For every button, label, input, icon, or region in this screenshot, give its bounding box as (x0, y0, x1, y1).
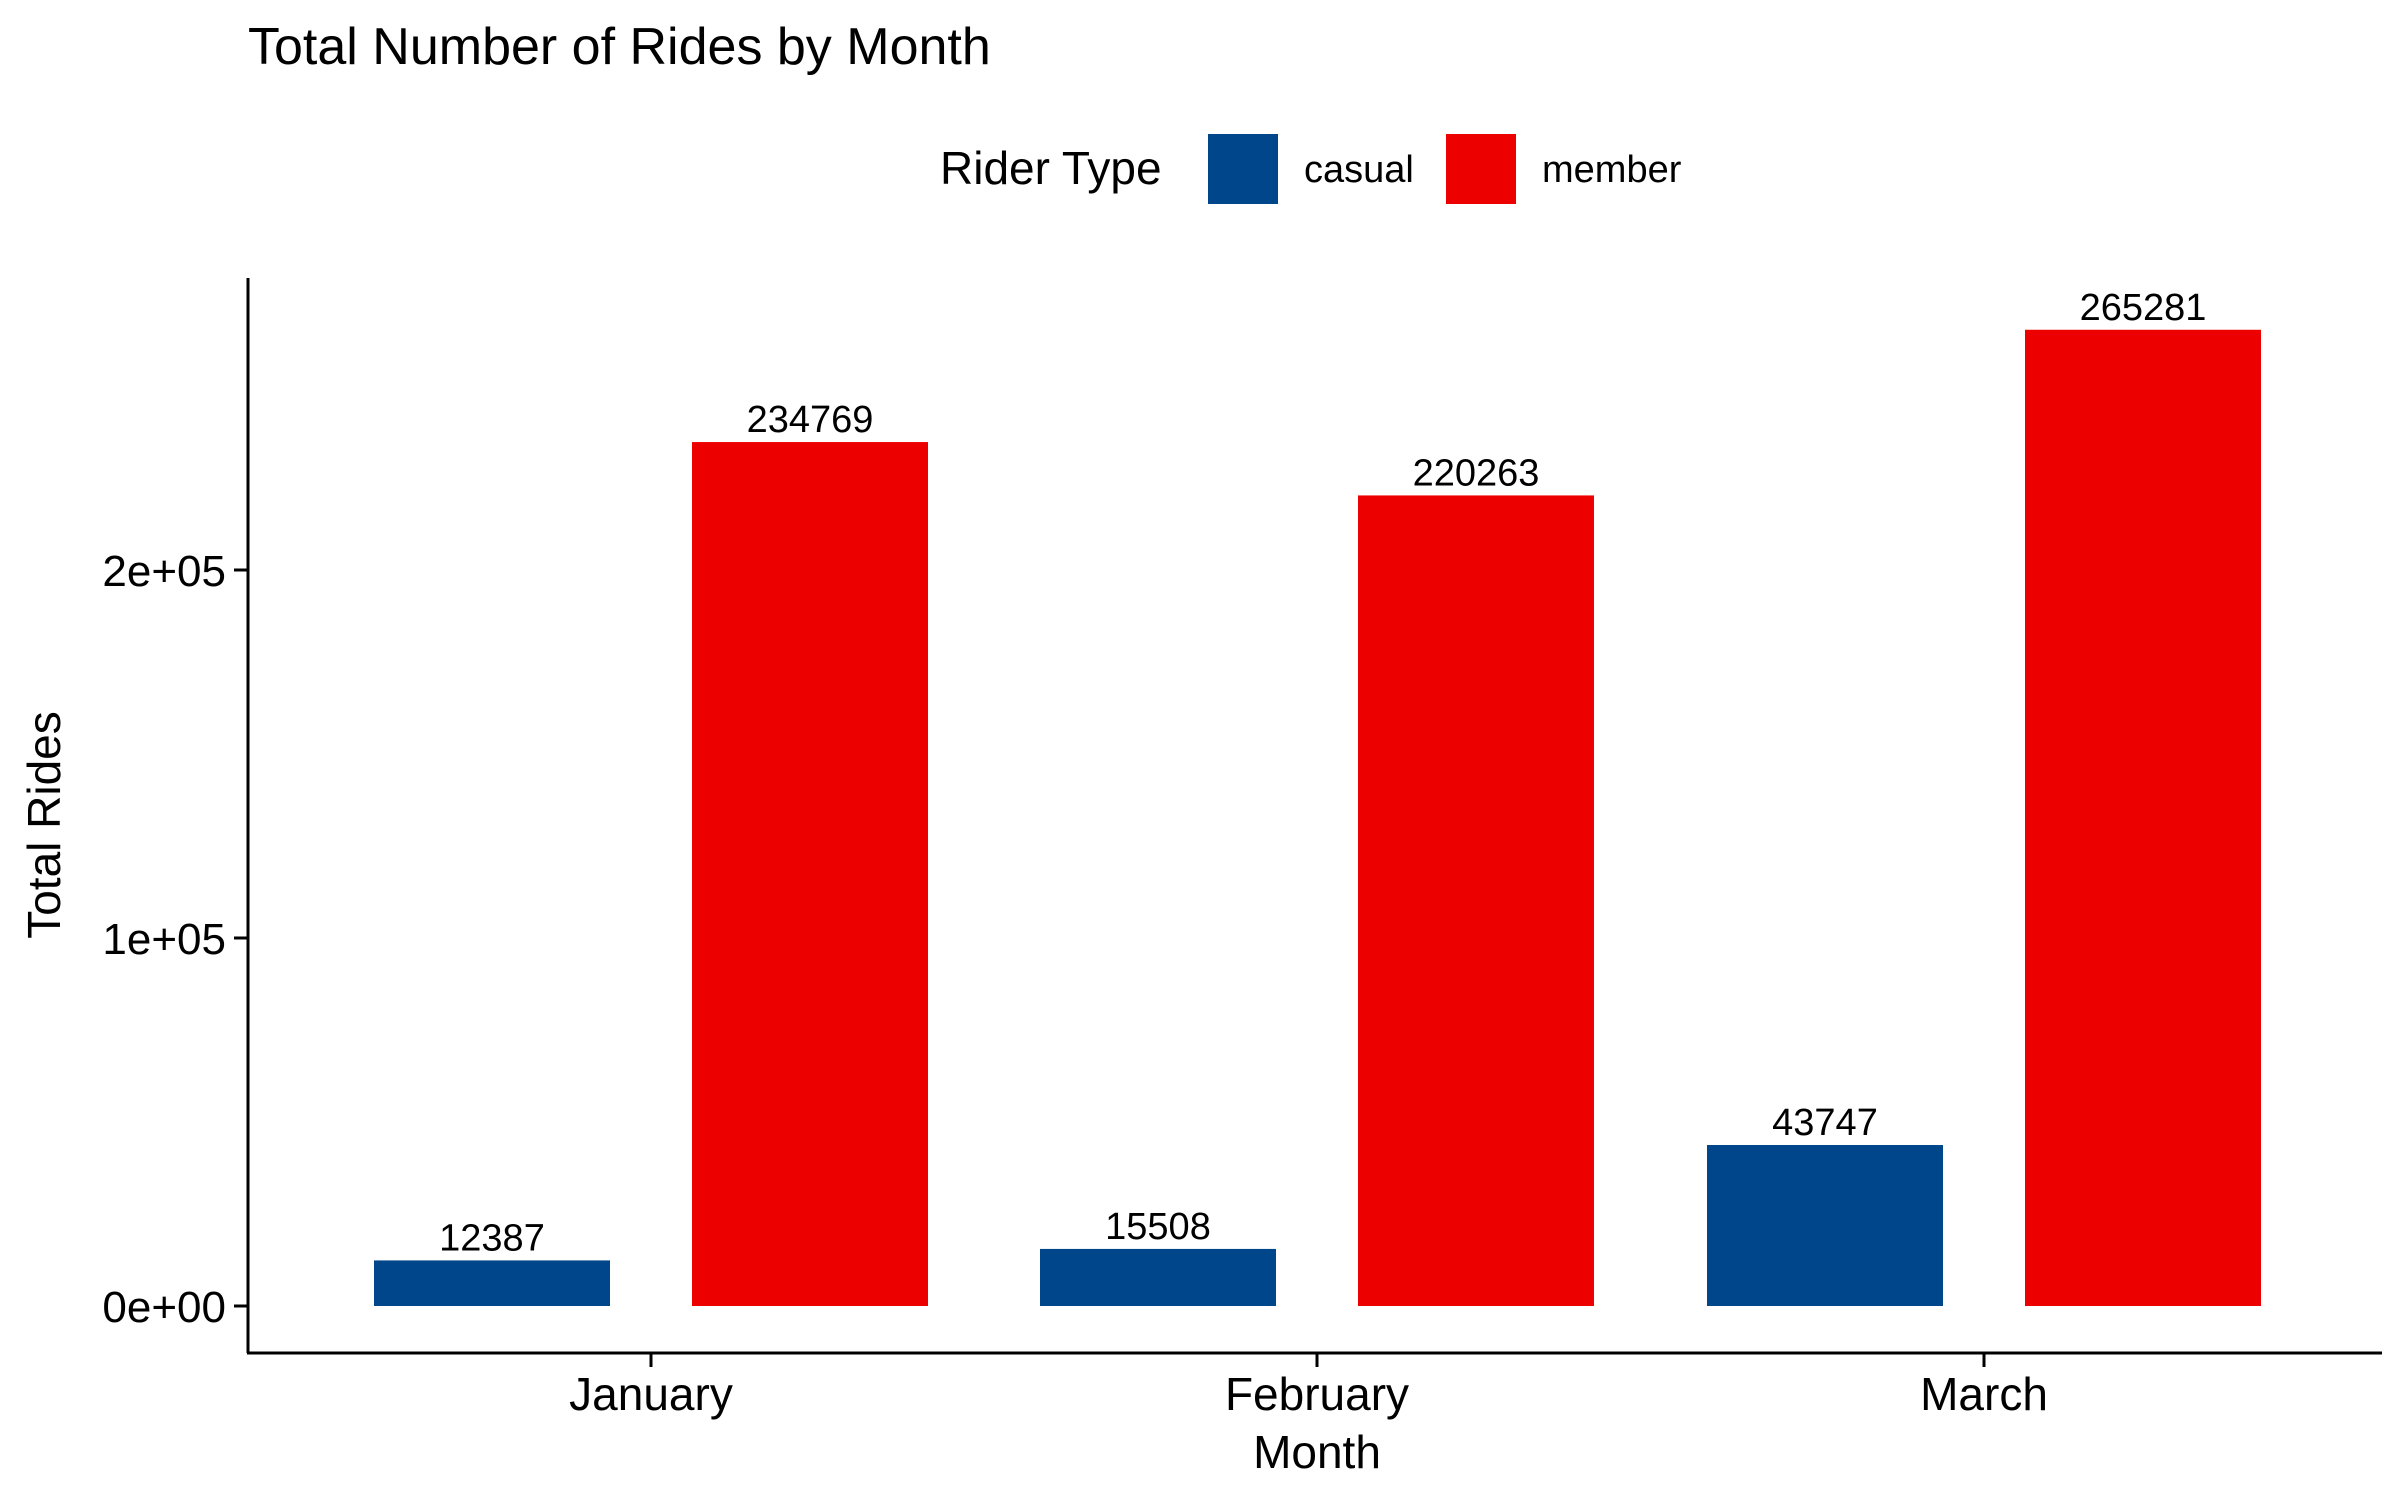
x-tick-label-january: January (569, 1368, 733, 1420)
chart-title: Total Number of Rides by Month (248, 18, 991, 76)
y-axis-title: Total Rides (18, 711, 70, 939)
legend-label-casual: casual (1304, 149, 1414, 191)
plot-area: 12387 15508 43747 234769 220263 265281 0e+00 1… (102, 278, 2382, 1420)
y-axis-ticks: 0e+00 1e+05 2e+05 (102, 547, 248, 1332)
bar-member-january (692, 442, 928, 1307)
legend: Rider Type casual member (940, 134, 1682, 204)
data-label-casual-march: 43747 (1772, 1102, 1878, 1144)
bar-labels: 12387 15508 43747 234769 220263 265281 (439, 287, 2206, 1260)
y-tick-label: 0e+00 (102, 1283, 226, 1332)
x-tick-label-february: February (1225, 1368, 1409, 1420)
x-tick-label-march: March (1920, 1368, 2048, 1420)
y-tick-label: 2e+05 (102, 547, 226, 596)
legend-items: casual member (1208, 134, 1682, 204)
data-label-member-january: 234769 (747, 399, 874, 441)
bar-member-march (2025, 329, 2261, 1306)
x-axis-ticks: January February March (569, 1353, 2048, 1420)
y-tick-label: 1e+05 (102, 915, 226, 964)
data-label-member-february: 220263 (1413, 452, 1540, 494)
legend-title: Rider Type (940, 142, 1162, 194)
legend-label-member: member (1542, 149, 1682, 191)
bar-casual-march (1707, 1145, 1943, 1306)
bar-casual-january (374, 1260, 610, 1306)
data-label-casual-january: 12387 (439, 1217, 545, 1259)
bar-member-february (1358, 495, 1594, 1307)
data-label-member-march: 265281 (2080, 287, 2207, 329)
bar-casual-february (1040, 1248, 1276, 1306)
data-label-casual-february: 15508 (1105, 1206, 1211, 1248)
x-axis-title: Month (1253, 1426, 1381, 1478)
bars (374, 329, 2261, 1307)
legend-key-member (1446, 134, 1516, 204)
legend-key-casual (1208, 134, 1278, 204)
